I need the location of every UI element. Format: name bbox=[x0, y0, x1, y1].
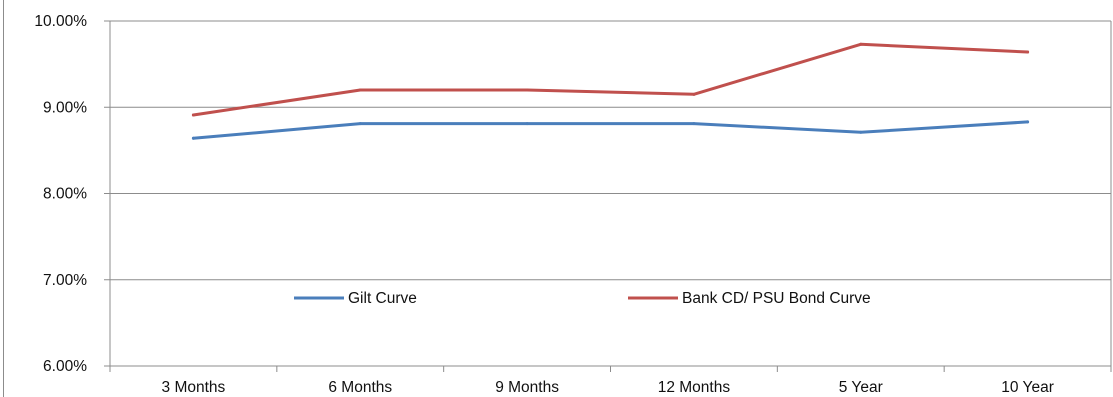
y-tick-label: 10.00% bbox=[34, 13, 87, 30]
data-point bbox=[859, 130, 863, 134]
x-tick-label: 5 Year bbox=[839, 379, 883, 396]
y-tick-label: 7.00% bbox=[43, 272, 87, 289]
data-point bbox=[358, 88, 362, 92]
series-line-gilt-curve bbox=[191, 120, 1030, 140]
series-line-bank-cd-psu-bond-curve bbox=[191, 42, 1030, 117]
data-point bbox=[859, 42, 863, 46]
x-tick-label: 10 Year bbox=[1001, 379, 1054, 396]
data-point bbox=[1026, 120, 1030, 124]
legend: Gilt Curve Bank CD/ PSU Bond Curve bbox=[294, 290, 871, 307]
data-point bbox=[358, 122, 362, 126]
data-point bbox=[525, 122, 529, 126]
x-tick-label: 9 Months bbox=[495, 379, 559, 396]
gridlines bbox=[110, 20, 1111, 281]
y-tick-label: 6.00% bbox=[43, 358, 87, 375]
data-point bbox=[191, 113, 195, 117]
x-tick-label: 6 Months bbox=[328, 379, 392, 396]
legend-label: Gilt Curve bbox=[348, 290, 417, 307]
data-point bbox=[692, 122, 696, 126]
x-axis-ticks: 3 Months 6 Months 9 Months 12 Months 5 Year 1… bbox=[109, 366, 1112, 396]
y-axis-ticks: 6.00% 7.00% 8.00% 9.00% 10.00% bbox=[34, 13, 110, 375]
legend-label: Bank CD/ PSU Bond Curve bbox=[682, 290, 871, 307]
series-lines bbox=[191, 42, 1030, 140]
data-point bbox=[191, 136, 195, 140]
axes bbox=[3, 0, 1112, 397]
y-tick-label: 9.00% bbox=[43, 99, 87, 116]
data-point bbox=[525, 88, 529, 92]
data-point bbox=[1026, 50, 1030, 54]
x-tick-label: 3 Months bbox=[162, 379, 226, 396]
y-tick-label: 8.00% bbox=[43, 186, 87, 203]
x-tick-label: 12 Months bbox=[658, 379, 731, 396]
data-point bbox=[692, 92, 696, 96]
